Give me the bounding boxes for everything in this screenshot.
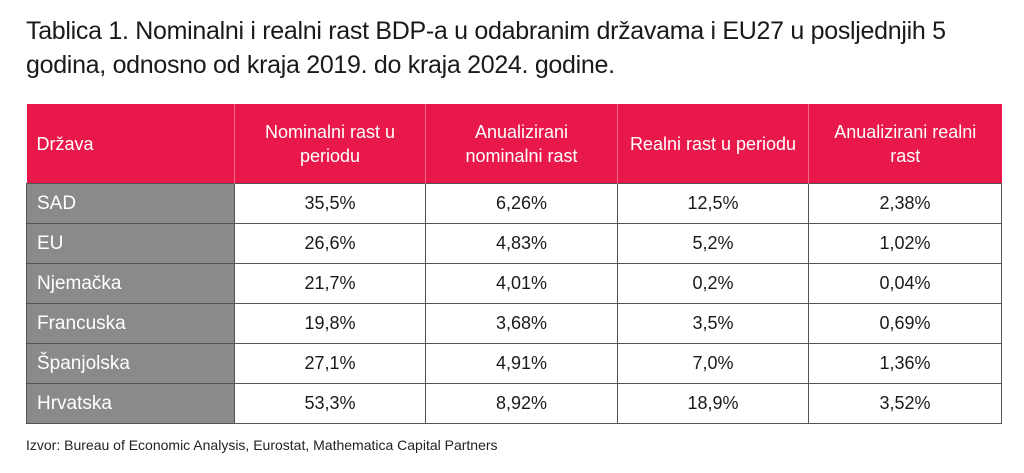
cell-annualized-real: 0,04%	[808, 263, 1002, 304]
cell-annualized-real: 1,36%	[808, 343, 1002, 384]
header-annualized-nominal: Anualizirani nominalni rast	[425, 104, 618, 184]
cell-annualized-real: 0,69%	[808, 303, 1002, 344]
header-real-growth: Realni rast u periodu	[617, 104, 809, 184]
cell-country: Španjolska	[26, 343, 235, 384]
cell-nominal-growth: 21,7%	[234, 263, 426, 304]
source-note: Izvor: Bureau of Economic Analysis, Euro…	[26, 437, 498, 453]
table-row: SAD 35,5% 6,26% 12,5% 2,38%	[26, 183, 1002, 224]
table-row: Španjolska 27,1% 4,91% 7,0% 1,36%	[26, 343, 1002, 384]
cell-annualized-nominal: 4,01%	[425, 263, 618, 304]
table-title: Tablica 1. Nominalni i realni rast BDP-a…	[26, 17, 946, 79]
cell-country: Hrvatska	[26, 383, 235, 424]
cell-real-growth: 12,5%	[617, 183, 809, 224]
cell-annualized-real: 1,02%	[808, 223, 1002, 264]
cell-real-growth: 18,9%	[617, 383, 809, 424]
cell-annualized-nominal: 8,92%	[425, 383, 618, 424]
header-row: Država Nominalni rast u periodu Anualizi…	[26, 104, 1002, 184]
cell-annualized-nominal: 4,83%	[425, 223, 618, 264]
cell-country: Njemačka	[26, 263, 235, 304]
cell-annualized-real: 2,38%	[808, 183, 1002, 224]
cell-country: Francuska	[26, 303, 235, 344]
cell-nominal-growth: 19,8%	[234, 303, 426, 344]
cell-annualized-nominal: 4,91%	[425, 343, 618, 384]
table-row: Francuska 19,8% 3,68% 3,5% 0,69%	[26, 303, 1002, 344]
cell-country: EU	[26, 223, 235, 264]
cell-country: SAD	[26, 183, 235, 224]
cell-annualized-nominal: 3,68%	[425, 303, 618, 344]
cell-nominal-growth: 26,6%	[234, 223, 426, 264]
cell-nominal-growth: 35,5%	[234, 183, 426, 224]
cell-nominal-growth: 53,3%	[234, 383, 426, 424]
cell-annualized-nominal: 6,26%	[425, 183, 618, 224]
header-country: Država	[26, 104, 235, 184]
gdp-growth-table: Država Nominalni rast u periodu Anualizi…	[26, 104, 1002, 424]
cell-real-growth: 0,2%	[617, 263, 809, 304]
table-row: Hrvatska 53,3% 8,92% 18,9% 3,52%	[26, 383, 1002, 424]
header-nominal-growth: Nominalni rast u periodu	[234, 104, 426, 184]
cell-real-growth: 7,0%	[617, 343, 809, 384]
cell-real-growth: 3,5%	[617, 303, 809, 344]
table-row: Njemačka 21,7% 4,01% 0,2% 0,04%	[26, 263, 1002, 304]
cell-annualized-real: 3,52%	[808, 383, 1002, 424]
header-annualized-real: Anualizirani realni rast	[808, 104, 1002, 184]
cell-nominal-growth: 27,1%	[234, 343, 426, 384]
table-row: EU 26,6% 4,83% 5,2% 1,02%	[26, 223, 1002, 264]
cell-real-growth: 5,2%	[617, 223, 809, 264]
